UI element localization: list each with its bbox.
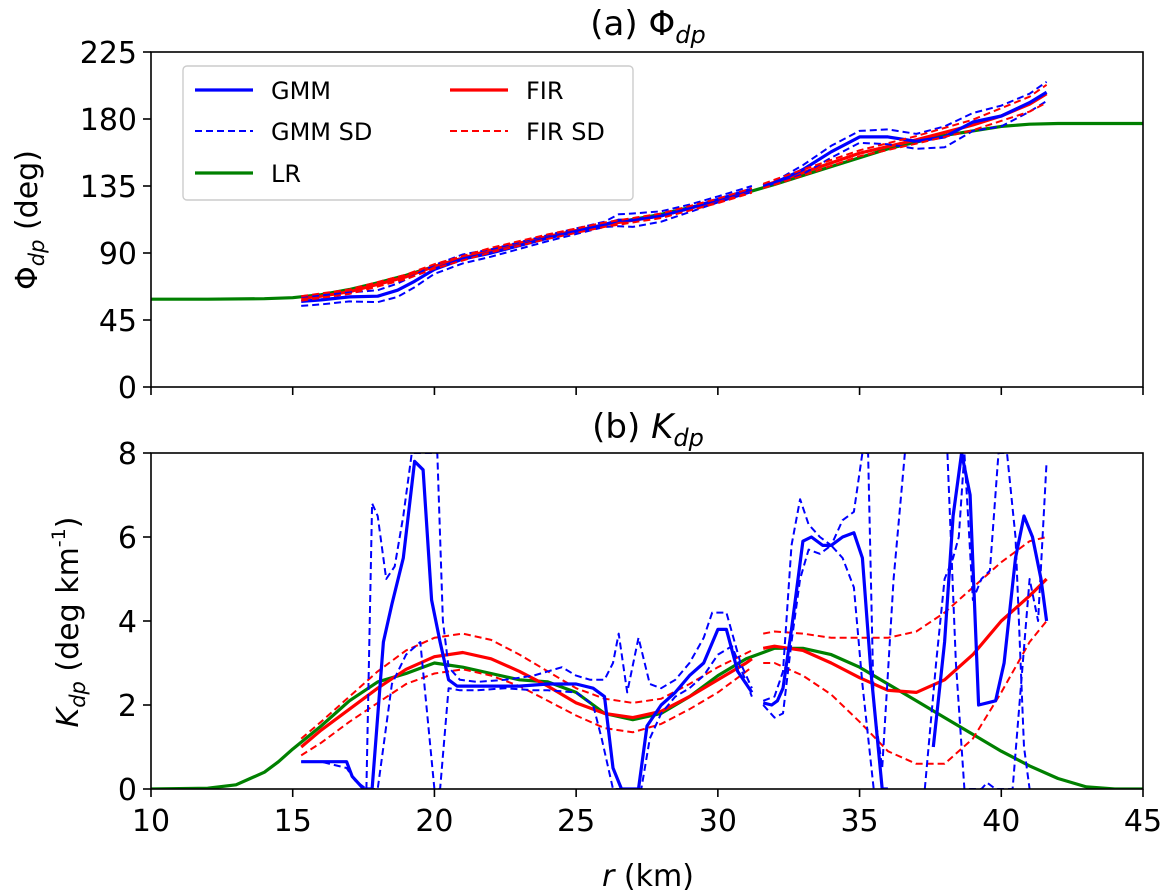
legend-label-lr: LR — [271, 160, 301, 188]
panel-a-series-fir-sd-6-seg-0 — [301, 187, 753, 298]
panel-a-series-gmm-sd-3-seg-0 — [301, 191, 753, 307]
legend-label-gmm: GMM — [271, 77, 331, 105]
panel-b-series-lr-0-seg-0 — [151, 646, 1143, 789]
panel-b-ytick-label-1: 2 — [118, 689, 137, 724]
panel-b-series-gmm-sd-5-seg-3 — [762, 544, 875, 789]
legend-box — [182, 65, 634, 201]
panel-b-x-label: r (km) — [602, 859, 694, 894]
panel-a-series-fir-sd-5-seg-1 — [762, 101, 1048, 190]
panel-b-plot-area — [151, 453, 1143, 789]
panel-b-xtick-label-2: 20 — [415, 804, 453, 839]
panel-b-series-fir-sd-3-seg-1 — [763, 620, 1048, 765]
panel-b-ytick-label-3: 6 — [118, 521, 137, 556]
panel-b-xtick-label-1: 15 — [274, 804, 312, 839]
panel-b-xtick-label-5: 35 — [840, 804, 878, 839]
panel-b-ytick-label-4: 8 — [118, 437, 137, 472]
panel-b-series-fir-1-seg-1 — [762, 577, 1048, 694]
panel-b-series-gmm-sd-5-seg-2 — [762, 453, 906, 769]
panel-b-xtick-label-0: 10 — [132, 804, 170, 839]
panel-a-series-fir-sd-5-seg-0 — [301, 191, 753, 302]
panel-b-series-gmm-4-seg-1 — [762, 531, 888, 789]
panel-a-x-ticks — [150, 387, 1144, 395]
panel-b-series-gmm-4-seg-2 — [931, 453, 1049, 748]
panel-a-ytick-label-4: 180 — [80, 103, 137, 138]
panel-a-series-gmm-sd-4-seg-1 — [762, 80, 1048, 186]
panel-b-title: (b) Kdp — [592, 407, 704, 452]
panel-b-series-gmm-sd-5-seg-4 — [923, 453, 1031, 789]
panel-b-series-gmm-4-seg-0 — [301, 459, 754, 789]
panel-a-series-gmm-2-seg-0 — [301, 187, 753, 303]
panel-b-series-gmm-sd-5-seg-0 — [365, 453, 753, 789]
panel-b-series-fir-sd-2-seg-0 — [300, 632, 753, 740]
panel-b-xtick-label-4: 30 — [699, 804, 737, 839]
panel-a-ytick-label-2: 90 — [99, 237, 137, 272]
panel-a-y-label: Φdp (deg) — [10, 150, 49, 290]
panel-b-y-ticks: 0 2 4 6 8 — [118, 437, 151, 808]
panel-b-xtick-label-3: 25 — [557, 804, 595, 839]
legend-label-fir-sd: FIR SD — [526, 118, 605, 146]
panel-b-y-label: Kdp (deg km-1) — [48, 517, 90, 728]
panel-b-frame — [150, 452, 1144, 790]
panel-a-ytick-label-1: 45 — [99, 304, 137, 339]
panel-b-series-gmm-sd-5-seg-1 — [301, 641, 753, 789]
panel-b: (b) Kdp 0 2 4 6 8 10 15 20 25 30 35 40 45 Kdp (deg … — [48, 407, 1162, 894]
panel-a-y-ticks: 0 45 90 135 180 225 — [80, 36, 151, 406]
panel-a-title: (a) Φdp — [590, 4, 705, 49]
panel-a-series-gmm-sd-4-seg-0 — [301, 185, 753, 298]
panel-b-ytick-label-0: 0 — [118, 773, 137, 808]
legend: GMM FIR GMM SD FIR SD LR — [182, 65, 634, 201]
panel-b-series-fir-sd-2-seg-1 — [763, 536, 1047, 639]
panel-a-ytick-label-5: 225 — [80, 36, 137, 71]
panel-b-ytick-label-2: 4 — [118, 605, 137, 640]
panel-b-series-fir-1-seg-0 — [300, 650, 753, 749]
panel-b-series-gmm-sd-5-seg-5 — [946, 453, 1048, 789]
legend-label-fir: FIR — [526, 77, 564, 105]
panel-b-x-ticks: 10 15 20 25 30 35 40 45 — [132, 789, 1162, 839]
panel-b-xtick-label-6: 40 — [982, 804, 1020, 839]
legend-label-gmm-sd: GMM SD — [271, 118, 372, 146]
panel-a-ytick-label-0: 0 — [118, 371, 137, 406]
panel-a-plot-area — [151, 80, 1143, 307]
panel-a-frame — [150, 51, 1144, 388]
panel-a-series-fir-sd-6-seg-1 — [762, 83, 1048, 185]
panel-a-ytick-label-3: 135 — [80, 170, 137, 205]
panel-b-xtick-label-7: 45 — [1124, 804, 1162, 839]
